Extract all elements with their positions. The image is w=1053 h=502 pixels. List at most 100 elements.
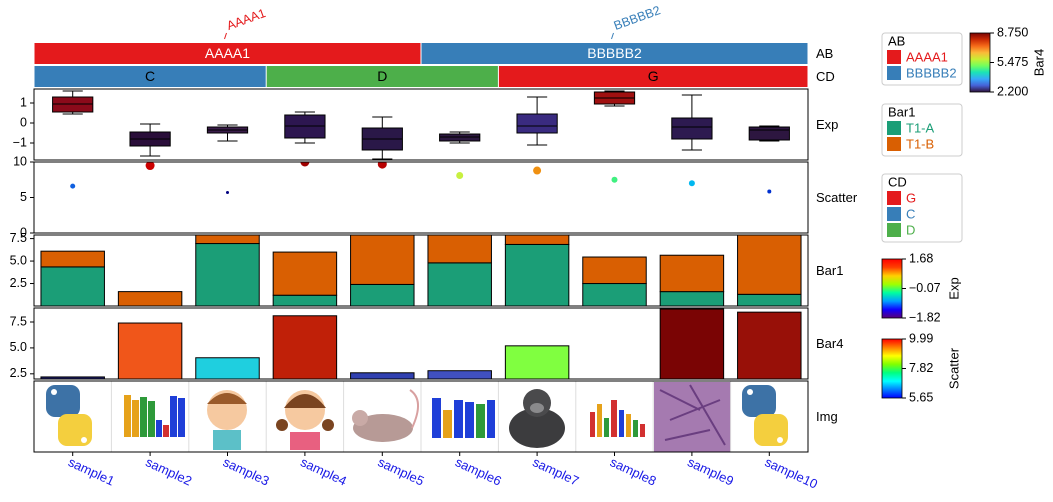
point bbox=[688, 180, 695, 187]
y-tick-label: 2.5 bbox=[10, 276, 27, 290]
point bbox=[767, 189, 772, 194]
tissue-texture bbox=[659, 384, 726, 446]
colorbar bbox=[881, 338, 903, 399]
seq-logo bbox=[432, 398, 495, 438]
seq-logo bbox=[124, 395, 185, 437]
bar bbox=[504, 345, 570, 379]
panel-clip bbox=[40, 235, 802, 306]
panel-frame bbox=[33, 234, 809, 307]
bar-segment bbox=[659, 291, 725, 306]
bar bbox=[195, 357, 260, 379]
track-cell bbox=[34, 66, 266, 87]
annotation-tick bbox=[611, 32, 614, 40]
box bbox=[516, 113, 558, 134]
point bbox=[226, 191, 229, 195]
row-label: AB bbox=[816, 46, 833, 61]
panel-frame bbox=[33, 88, 809, 161]
x-tick-label: sample3 bbox=[221, 454, 272, 488]
track-cell bbox=[34, 43, 421, 64]
point bbox=[456, 171, 464, 179]
y-tick-label: 7.5 bbox=[10, 231, 27, 245]
row-label: Scatter bbox=[816, 190, 858, 205]
bar-segment bbox=[737, 293, 802, 306]
colorbar-tick-label: 9.99 bbox=[909, 331, 933, 345]
colorbar bbox=[969, 32, 991, 93]
colorbar-title: Exp bbox=[946, 277, 961, 299]
track-label: AAAA1 bbox=[205, 45, 250, 61]
colorbar bbox=[881, 258, 903, 319]
panel-clip bbox=[40, 308, 802, 379]
legend-label: G bbox=[906, 190, 916, 205]
legend-swatch bbox=[887, 66, 901, 80]
row-label: Bar4 bbox=[816, 336, 843, 351]
row-label: Bar1 bbox=[816, 263, 843, 278]
bar-segment bbox=[350, 283, 415, 306]
bar-segment bbox=[737, 235, 802, 295]
x-tick-label: sample4 bbox=[298, 454, 349, 488]
x-tick-label: sample2 bbox=[143, 454, 194, 488]
legend-label: T1-A bbox=[906, 120, 935, 135]
legend-swatch bbox=[887, 207, 901, 221]
box bbox=[671, 117, 713, 140]
x-tick-label: sample8 bbox=[608, 454, 659, 488]
point bbox=[300, 162, 310, 167]
track-cell bbox=[266, 66, 498, 87]
legend-swatch bbox=[887, 137, 901, 151]
y-tick-label: 7.5 bbox=[10, 314, 27, 328]
boy-icon bbox=[207, 390, 247, 450]
bar-segment bbox=[582, 256, 647, 285]
track-label: D bbox=[377, 68, 387, 84]
point bbox=[533, 166, 542, 175]
colorbar-title: Bar4 bbox=[1031, 49, 1046, 76]
row-label: CD bbox=[816, 69, 835, 84]
y-tick-label: 1 bbox=[20, 95, 27, 109]
point bbox=[377, 162, 387, 169]
legend-title: Bar1 bbox=[888, 104, 915, 119]
colorbar-tick-label: 8.750 bbox=[997, 25, 1028, 39]
bar-segment bbox=[40, 266, 105, 306]
bar bbox=[117, 322, 183, 379]
panel-frame bbox=[33, 380, 809, 453]
bar bbox=[427, 370, 492, 379]
y-tick-label: −1 bbox=[13, 135, 27, 149]
bar-segment bbox=[504, 243, 570, 306]
colorbar-title: Scatter bbox=[946, 347, 961, 389]
colorbar-tick-label: 1.68 bbox=[909, 251, 933, 265]
legend-title: CD bbox=[888, 174, 907, 189]
bar-segment bbox=[582, 283, 647, 306]
legend-swatch bbox=[887, 121, 901, 135]
panel-clip bbox=[70, 162, 772, 195]
colorbar-tick-label: 2.200 bbox=[997, 84, 1028, 98]
legend-label: T1-B bbox=[906, 136, 934, 151]
track-label: C bbox=[145, 68, 155, 84]
y-tick-label: 0 bbox=[20, 225, 27, 239]
panel-frame bbox=[33, 161, 809, 234]
bar bbox=[659, 308, 725, 379]
python-logo bbox=[742, 385, 788, 446]
bar-segment bbox=[117, 291, 183, 306]
panel-frame bbox=[33, 307, 809, 380]
bar-segment bbox=[659, 254, 725, 293]
annotation-label: BBBBB2 bbox=[612, 3, 663, 33]
point bbox=[70, 183, 76, 189]
image-row bbox=[46, 382, 788, 452]
colorbar-tick-label: 5.65 bbox=[909, 390, 933, 404]
bar-segment bbox=[427, 235, 492, 264]
bar-segment bbox=[195, 235, 260, 245]
legend-label: D bbox=[906, 222, 915, 237]
track-cell bbox=[498, 66, 808, 87]
gorilla-icon bbox=[509, 389, 565, 448]
annotation-tick bbox=[224, 32, 227, 40]
bar-segment bbox=[195, 243, 260, 306]
x-tick-label: sample9 bbox=[685, 454, 736, 488]
legend-swatch bbox=[887, 223, 901, 237]
colorbar-tick-label: 5.475 bbox=[997, 55, 1028, 69]
legend-swatch bbox=[887, 191, 901, 205]
annotation-label: AAAA1 bbox=[225, 6, 268, 33]
colorbar-tick-label: −0.07 bbox=[909, 281, 941, 295]
x-tick-label: sample1 bbox=[66, 454, 117, 488]
y-tick-label: 10 bbox=[13, 154, 27, 168]
legend-label: AAAA1 bbox=[906, 49, 948, 64]
colorbar-tick-label: −1.82 bbox=[909, 310, 941, 324]
